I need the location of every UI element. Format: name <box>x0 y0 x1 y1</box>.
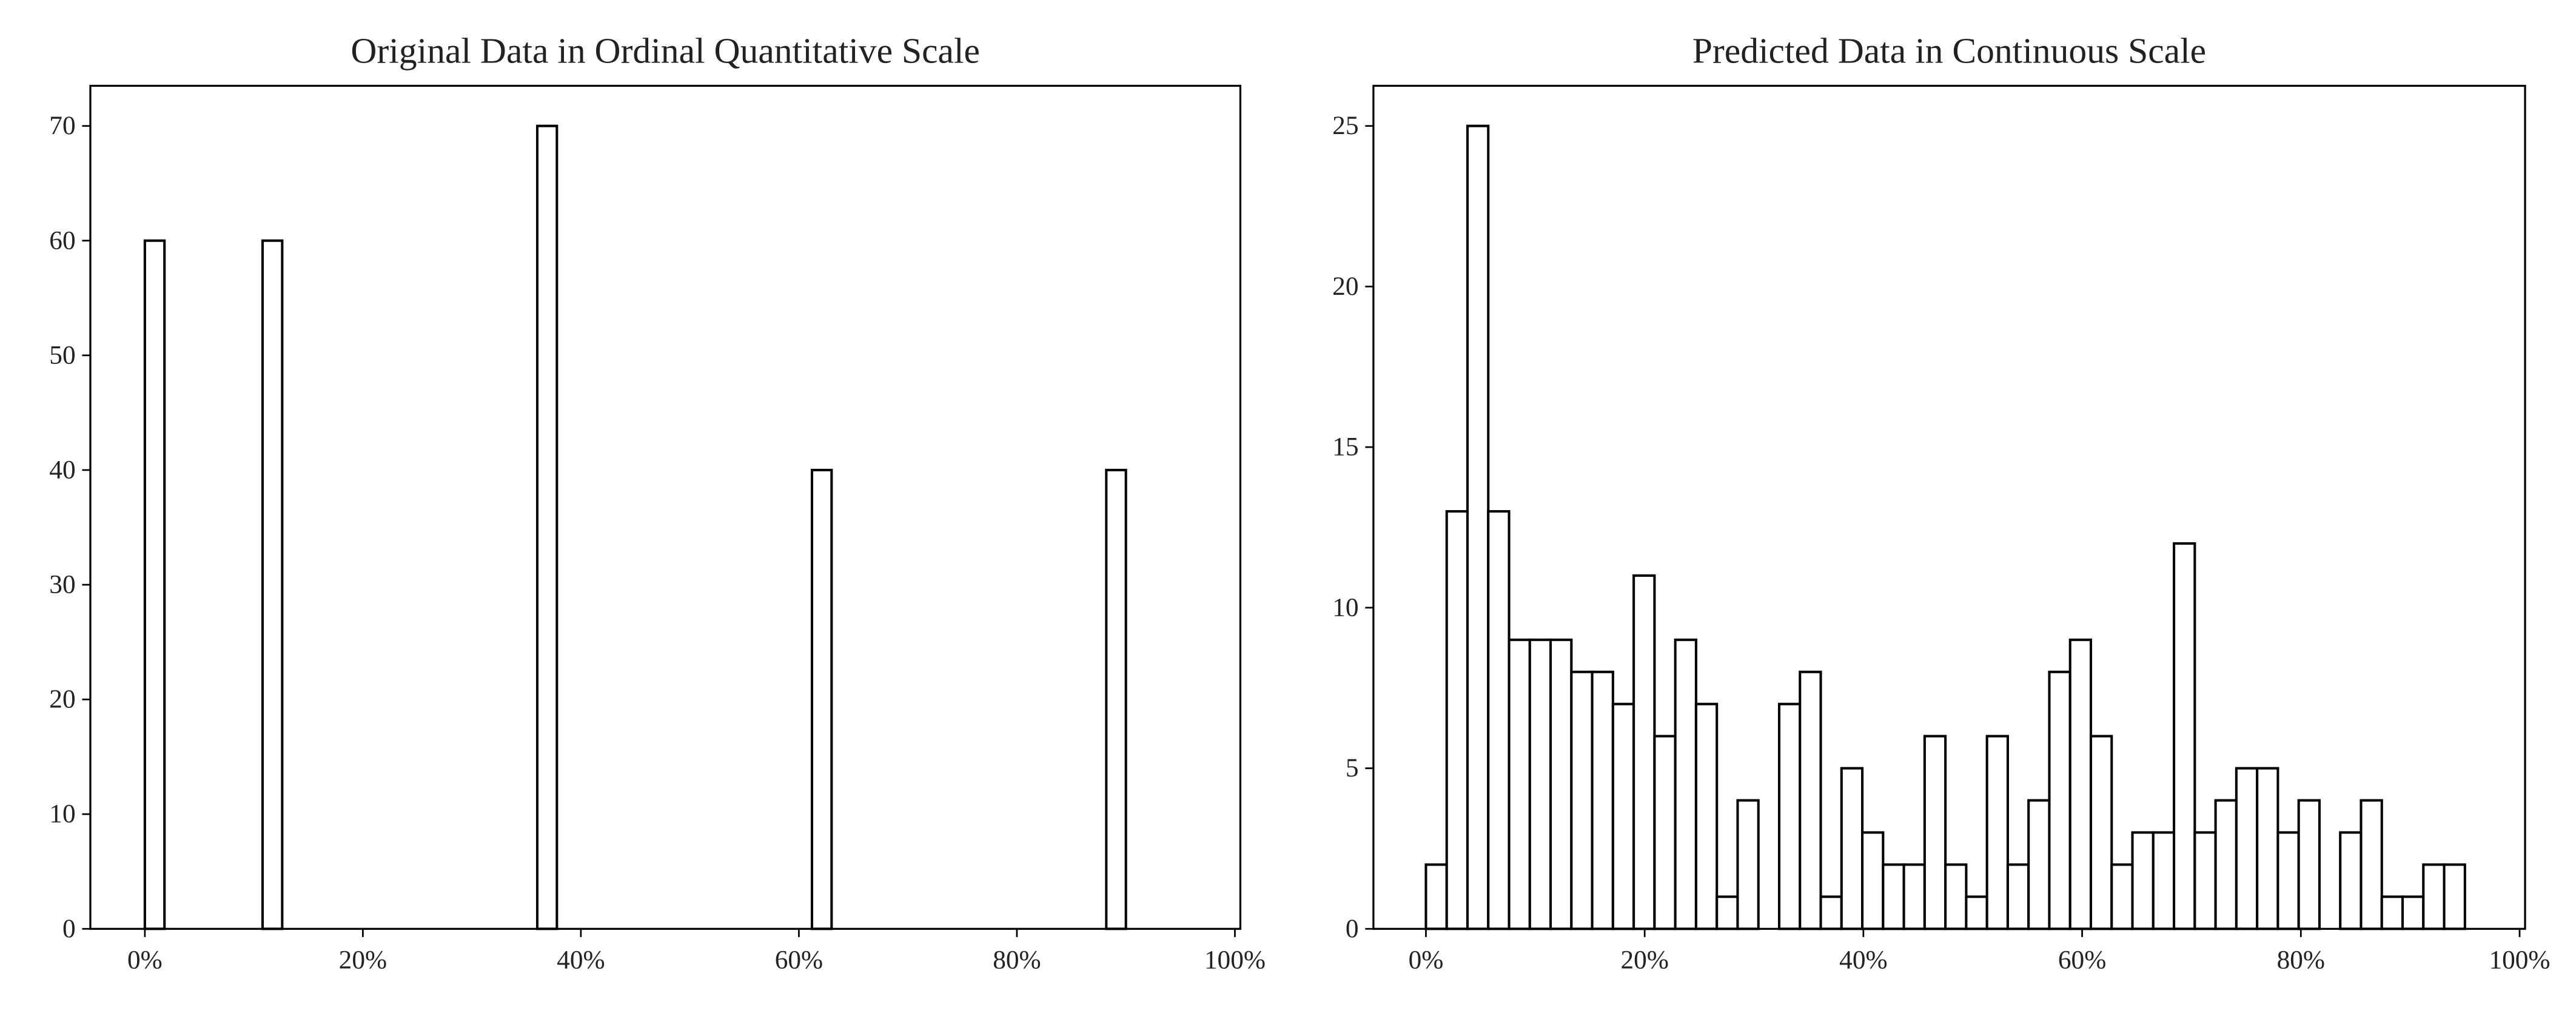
bar <box>1424 863 1448 931</box>
bar <box>2297 799 2321 931</box>
bar <box>1549 638 1573 931</box>
x-tick-label: 60% <box>775 945 823 974</box>
bar <box>2131 831 2155 931</box>
bar <box>2027 799 2051 931</box>
y-tick-label: 20 <box>1332 272 1358 301</box>
bar <box>2235 767 2259 931</box>
y-tick-label: 40 <box>49 455 75 484</box>
bar <box>2401 895 2425 931</box>
bar <box>2214 799 2238 931</box>
bar <box>1611 702 1635 931</box>
bar <box>1882 863 1905 931</box>
bar <box>1965 895 1988 931</box>
chart-title: Predicted Data in Continuous Scale <box>1692 31 2206 71</box>
bar <box>1653 735 1677 931</box>
bar <box>2422 863 2446 931</box>
x-tick-label: 100% <box>1204 945 1266 974</box>
x-tick-label: 40% <box>557 945 605 974</box>
bar <box>2089 735 2113 931</box>
bar <box>2276 831 2300 931</box>
bar <box>1944 863 1968 931</box>
y-tick-label: 0 <box>1346 914 1359 943</box>
bar <box>1632 574 1656 931</box>
bar <box>143 239 166 931</box>
bar <box>2256 767 2279 931</box>
x-tick-label: 40% <box>1839 945 1887 974</box>
bar <box>2339 831 2363 931</box>
x-tick-label: 0% <box>127 945 163 974</box>
bar <box>1736 799 1760 931</box>
bar <box>2152 831 2176 931</box>
bar <box>2443 863 2466 931</box>
bar <box>1694 702 1719 931</box>
axes-frame <box>1372 84 2526 930</box>
y-tick-label: 10 <box>49 799 75 829</box>
axes-frame <box>89 84 1242 930</box>
chart-title: Original Data in Ordinal Quantitative Sc… <box>351 31 980 71</box>
bar <box>1591 670 1614 931</box>
y-tick-label: 50 <box>49 340 75 369</box>
bar <box>1777 702 1802 931</box>
bar <box>1985 735 2009 931</box>
bar <box>2110 863 2134 931</box>
bar <box>1528 638 1552 931</box>
bar <box>1674 638 1697 931</box>
bar <box>1840 767 1864 931</box>
y-tick-label: 30 <box>49 570 75 599</box>
x-tick-label: 60% <box>2058 945 2106 974</box>
bar <box>1570 670 1594 931</box>
bar <box>1105 468 1127 931</box>
y-tick-label: 5 <box>1346 753 1359 782</box>
x-tick-label: 20% <box>1620 945 1668 974</box>
bar <box>1902 863 1926 931</box>
bar <box>2068 638 2093 931</box>
bar <box>1923 735 1947 931</box>
bar <box>1487 510 1511 931</box>
bar <box>1508 638 1531 931</box>
bar <box>1716 895 1739 931</box>
y-tick-label: 25 <box>1332 111 1358 140</box>
bar <box>2360 799 2383 931</box>
bar <box>1819 895 1843 931</box>
y-tick-label: 15 <box>1332 432 1358 462</box>
bar <box>2380 895 2404 931</box>
x-tick-label: 80% <box>2277 945 2325 974</box>
bar <box>1799 670 1822 931</box>
x-tick-label: 0% <box>1409 945 1444 974</box>
bar <box>2173 542 2196 931</box>
bar <box>535 124 558 931</box>
bar <box>810 468 833 931</box>
bar <box>1445 510 1469 931</box>
bar <box>1861 831 1885 931</box>
y-tick-label: 70 <box>49 111 75 140</box>
y-tick-label: 0 <box>62 914 76 943</box>
x-tick-label: 80% <box>993 945 1041 974</box>
y-tick-label: 60 <box>49 226 75 255</box>
bar <box>2006 863 2030 931</box>
bar <box>2048 670 2071 931</box>
y-tick-label: 20 <box>49 685 75 714</box>
x-tick-label: 20% <box>339 945 387 974</box>
y-tick-label: 10 <box>1332 593 1358 622</box>
bar <box>2193 831 2217 931</box>
bar <box>1466 124 1490 931</box>
bar <box>261 239 284 931</box>
x-tick-label: 100% <box>2489 945 2550 974</box>
